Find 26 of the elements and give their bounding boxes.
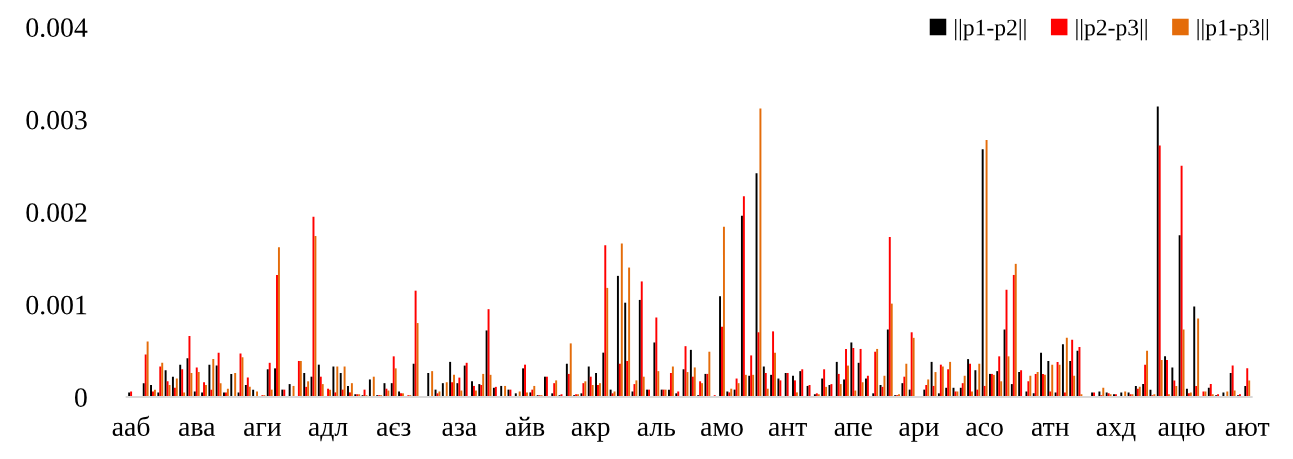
x-tick-label: амо (701, 422, 743, 437)
x-tick-label: адл (308, 422, 348, 442)
x-tick-label: ааб (112, 415, 150, 437)
x-tick-label: асо (966, 422, 1003, 437)
y-tick-label: 0.003 (26, 110, 87, 130)
y-tick-label: 0.001 (26, 295, 87, 315)
y-tick-label: 0.004 (26, 18, 88, 38)
x-tick-label: аєз (377, 422, 411, 437)
x-tick-label: ацю (1158, 422, 1205, 442)
x-tick-label: ари (899, 422, 939, 442)
legend-label: ||p1-p2|| (955, 18, 1026, 41)
x-tick-label: ают (1225, 422, 1270, 437)
x-tick-label: акр (571, 422, 610, 442)
x-tick-label: апе (834, 422, 872, 437)
x-tick-label: аза (442, 422, 477, 437)
x-tick-label: ант (768, 422, 807, 437)
y-tick-label: 0.002 (26, 203, 87, 223)
legend-label: ||p1-p3|| (1197, 18, 1268, 41)
x-tick-label: атн (1031, 422, 1069, 437)
y-tick-label: 0 (75, 388, 87, 407)
x-tick-label: ахд (1096, 422, 1136, 442)
x-tick-label: айв (505, 416, 545, 437)
x-tick-label: аль (637, 422, 676, 437)
legend-label: ||p2-p3|| (1076, 18, 1147, 41)
x-tick-label: аги (244, 422, 282, 437)
x-tick-label: ава (179, 422, 216, 437)
